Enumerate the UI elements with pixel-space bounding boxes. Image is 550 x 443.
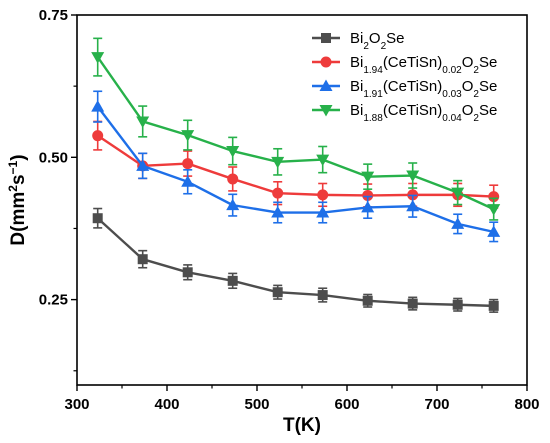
data-point-1 — [452, 299, 463, 310]
x-tick-label: 600 — [334, 396, 359, 413]
data-point-3 — [451, 217, 465, 229]
data-point-4 — [136, 116, 150, 128]
legend-label-2: Bi1.94(CeTiSn)0.02O2Se — [350, 54, 497, 76]
data-point-2 — [362, 189, 374, 201]
x-tick-label: 700 — [424, 396, 449, 413]
legend-label-4: Bi1.88(CeTiSn)0.04O2Se — [350, 102, 497, 124]
data-point-1 — [182, 267, 193, 278]
series-line-2 — [97, 134, 494, 198]
series-line-4 — [96, 56, 495, 211]
x-tick-label: 500 — [244, 396, 269, 413]
y-axis-title: D(mm2s−1) — [6, 154, 29, 245]
data-point-1 — [272, 287, 283, 298]
y-tick-label: 0.50 — [39, 149, 68, 166]
data-point-4 — [91, 52, 105, 64]
data-point-1 — [227, 275, 238, 286]
data-point-3 — [226, 198, 240, 211]
data-point-4 — [451, 187, 465, 200]
data-point-2 — [488, 191, 500, 203]
data-point-2 — [182, 158, 194, 170]
data-point-3 — [91, 100, 105, 112]
data-point-4 — [361, 171, 375, 184]
data-point-2 — [272, 187, 284, 199]
data-point-2 — [92, 130, 104, 142]
data-point-3 — [271, 206, 285, 218]
y-tick-label: 0.25 — [39, 292, 68, 309]
x-axis-title: T(K) — [283, 415, 321, 436]
x-tick-label: 800 — [514, 396, 539, 413]
data-point-1 — [362, 295, 373, 306]
series-line-3 — [96, 105, 494, 234]
legend-label-1: Bi2O2Se — [350, 30, 405, 52]
x-tick-label: 400 — [154, 396, 179, 413]
data-point-3 — [361, 200, 375, 213]
data-point-3 — [136, 159, 150, 171]
legend-label-3: Bi1.91(CeTiSn)0.03O2Se — [350, 78, 497, 100]
data-point-4 — [271, 156, 285, 169]
data-point-3 — [316, 206, 330, 218]
data-point-1 — [407, 298, 418, 309]
legend-marker — [320, 56, 332, 68]
x-tick-label: 300 — [64, 396, 89, 413]
series-line-1 — [96, 217, 494, 308]
legend-marker — [321, 33, 331, 43]
legend-marker — [319, 105, 333, 117]
data-point-1 — [137, 254, 148, 265]
data-point-4 — [406, 170, 420, 183]
data-point-4 — [181, 130, 195, 142]
data-point-3 — [487, 225, 501, 237]
data-point-1 — [92, 213, 103, 224]
data-point-4 — [316, 154, 330, 167]
legend-marker — [319, 79, 333, 91]
data-point-1 — [317, 290, 328, 301]
data-point-4 — [226, 146, 240, 158]
data-point-1 — [488, 300, 499, 311]
data-point-2 — [227, 173, 239, 185]
data-point-3 — [406, 199, 420, 212]
data-point-2 — [317, 189, 329, 201]
y-tick-label: 0.75 — [39, 7, 68, 24]
data-point-4 — [487, 204, 501, 216]
data-point-3 — [181, 175, 195, 187]
